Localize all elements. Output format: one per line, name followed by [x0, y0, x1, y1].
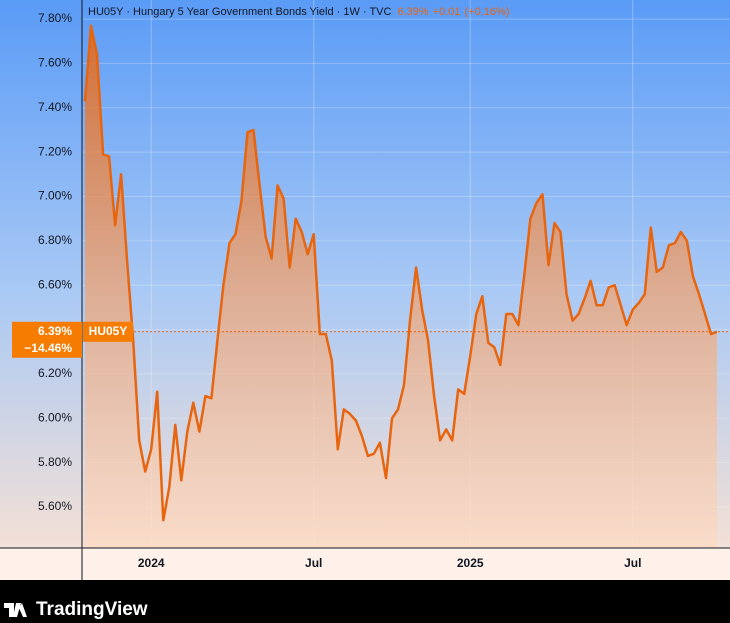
y-tick-label: 6.20%: [38, 366, 72, 380]
price-label-box: [12, 321, 82, 358]
y-tick-label: 6.80%: [38, 233, 72, 247]
logo-icon: [4, 603, 27, 617]
y-tick-label: 7.60%: [38, 56, 72, 70]
x-tick-label: 2025: [457, 556, 484, 570]
header-change-pct: (+0.16%): [465, 6, 510, 18]
line: [83, 24, 718, 522]
y-tick-label: 5.60%: [38, 499, 72, 513]
symbol-label: HU05Y: [89, 324, 128, 338]
x-tick-label: Jul: [624, 556, 641, 570]
brand: TradingView: [36, 599, 148, 620]
logo: TradingView: [4, 599, 148, 620]
x-axis-strip: [0, 548, 730, 580]
area: [85, 25, 718, 548]
x-tick-label: 2024: [138, 556, 165, 570]
y-tick-label: 7.00%: [38, 189, 72, 203]
header-title: HU05Y · Hungary 5 Year Government Bonds …: [88, 6, 392, 18]
y-tick-label: 6.60%: [38, 277, 72, 291]
header-last: 6.39%: [397, 6, 428, 18]
price-label: 6.39%: [38, 324, 72, 338]
header-change: +0.01: [433, 6, 461, 18]
period-change: −14.46%: [24, 341, 72, 355]
y-tick-label: 7.40%: [38, 100, 72, 114]
y-tick-label: 7.20%: [38, 144, 72, 158]
x-tick-label: Jul: [305, 556, 322, 570]
footer: [0, 580, 730, 623]
symbol-box: [83, 321, 133, 342]
y-tick-label: 7.80%: [38, 11, 72, 25]
y-tick-label: 6.00%: [38, 410, 72, 424]
y-tick-label: 5.80%: [38, 455, 72, 469]
